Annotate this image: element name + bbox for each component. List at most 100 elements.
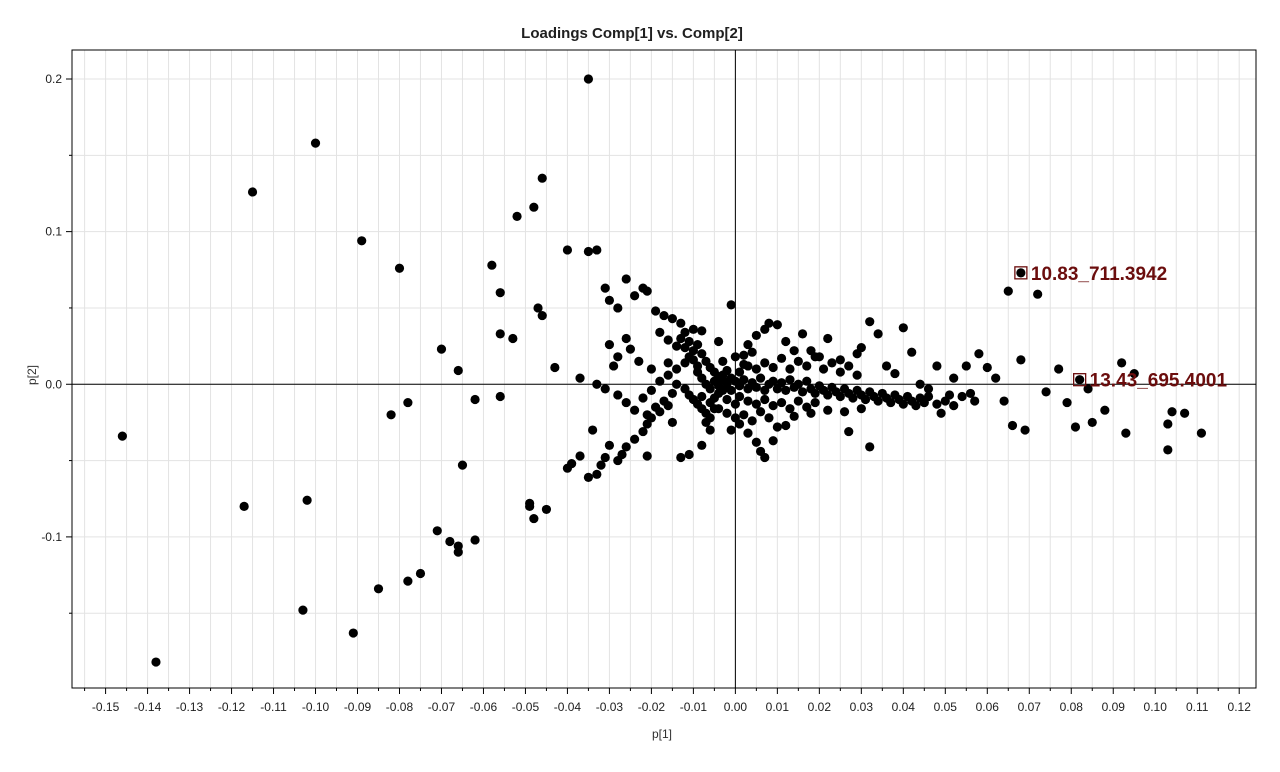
data-point [785, 404, 795, 414]
x-tick-label: 0.06 [976, 700, 1000, 714]
data-point [487, 260, 497, 270]
data-point [403, 576, 413, 586]
data-point [730, 399, 740, 409]
data-point [848, 393, 858, 403]
data-point [726, 425, 736, 435]
data-point [537, 173, 547, 183]
data-point [923, 391, 934, 402]
data-point [651, 306, 661, 316]
data-point [529, 202, 539, 212]
data-point [671, 364, 682, 374]
data-point [705, 384, 715, 394]
data-point [583, 246, 594, 257]
plot-frame [71, 49, 1257, 689]
highlighted-points: 10.83_711.3942 13.43_695.4001 [1014, 264, 1228, 392]
highlight-marker [1014, 266, 1028, 280]
data-point [776, 353, 787, 363]
data-point [835, 367, 845, 377]
data-point [298, 605, 308, 615]
data-point [638, 426, 648, 437]
data-point [373, 584, 384, 594]
data-point [562, 245, 573, 255]
data-point [697, 349, 707, 359]
data-point [453, 547, 463, 557]
data-point [907, 347, 917, 357]
data-point [302, 495, 312, 505]
x-tick-label: 0.00 [724, 700, 748, 714]
data-point [734, 391, 745, 402]
data-point [667, 388, 677, 399]
x-tick-label: -0.14 [134, 700, 162, 714]
data-point [1163, 419, 1173, 429]
data-point [747, 347, 757, 357]
data-point [1083, 384, 1093, 394]
data-point [692, 339, 703, 350]
data-point [932, 361, 942, 371]
data-point [575, 373, 585, 383]
data-point [1087, 417, 1097, 428]
x-axis-label: p[1] [652, 727, 672, 741]
x-tick-label: 0.07 [1018, 700, 1042, 714]
y-tick-label: 0.2 [45, 72, 62, 86]
point-callout-label: 13.43_695.4001 [1090, 371, 1228, 392]
x-tick-label: 0.04 [892, 700, 916, 714]
data-point [810, 397, 820, 408]
data-point [445, 536, 455, 547]
data-point [676, 318, 686, 328]
highlighted-data-point [1016, 268, 1026, 278]
point-callout-label: 10.83_711.3942 [1031, 264, 1167, 285]
data-point [898, 323, 908, 333]
x-tick-label: 0.03 [850, 700, 874, 714]
data-point [751, 437, 761, 447]
highlight-marker [1073, 373, 1087, 387]
data-point [781, 385, 791, 395]
data-point [747, 416, 757, 426]
chart-title: Loadings Comp[1] vs. Comp[2] [521, 25, 743, 42]
data-point [768, 401, 778, 411]
data-point [768, 436, 778, 446]
x-tick-label: 0.10 [1144, 700, 1168, 714]
data-point [760, 452, 770, 463]
x-tick-label: -0.10 [302, 700, 330, 714]
data-point [776, 397, 787, 408]
x-tick-label: -0.09 [344, 700, 372, 714]
data-point [609, 361, 619, 371]
data-point [827, 358, 837, 368]
x-tick-label: -0.03 [596, 700, 624, 714]
data-point [457, 460, 468, 470]
data-point [873, 396, 883, 406]
data-point [713, 381, 724, 391]
data-point [550, 362, 560, 373]
data-point [663, 370, 673, 380]
data-point [1117, 358, 1127, 368]
data-point [117, 431, 127, 441]
data-point [936, 408, 946, 418]
x-tick-label: 0.09 [1102, 700, 1126, 714]
data-point [739, 350, 749, 360]
data-point [621, 274, 631, 284]
x-tick-label: -0.04 [554, 700, 582, 714]
data-point [764, 413, 774, 423]
data-point [642, 410, 652, 420]
x-tick-label: -0.05 [512, 700, 540, 714]
data-point [1054, 364, 1064, 374]
data-point [844, 426, 854, 437]
data-point [495, 391, 505, 402]
data-point [512, 211, 522, 221]
data-point [713, 404, 724, 414]
data-point [806, 408, 816, 418]
data-point [860, 394, 871, 405]
data-point [600, 384, 610, 394]
x-tick-label: -0.07 [428, 700, 456, 714]
data-point [617, 449, 627, 460]
data-point [239, 501, 249, 511]
data-point [743, 428, 753, 438]
x-tick-label: -0.13 [176, 700, 204, 714]
data-point [470, 394, 480, 405]
data-point [630, 291, 640, 301]
data-point [1007, 420, 1018, 431]
data-point [592, 469, 602, 479]
data-point [974, 349, 984, 359]
data-point [1070, 422, 1081, 432]
data-point [646, 385, 657, 395]
